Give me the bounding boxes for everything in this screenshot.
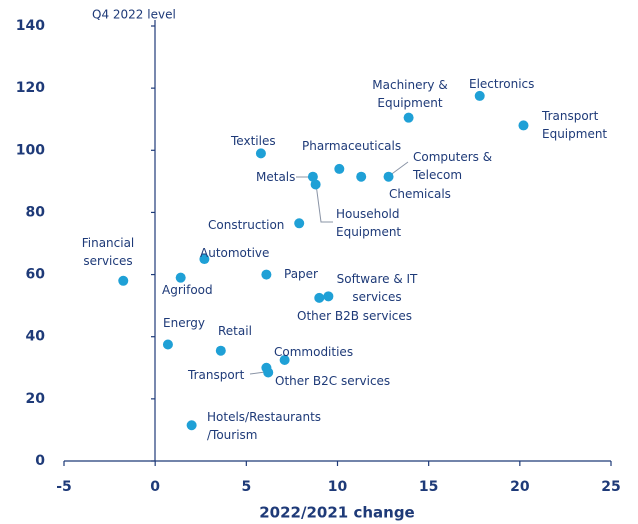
point [199, 254, 210, 265]
point-label: Energy [163, 316, 205, 330]
point-label: Automotive [200, 246, 269, 260]
point-label: Machinery & Equipment [372, 78, 447, 110]
point [356, 171, 367, 182]
label-line: services [83, 254, 132, 268]
point-label: Paper [284, 267, 318, 281]
point [403, 112, 414, 123]
y-tick-label: 20 [26, 391, 46, 407]
y-tick-label: 60 [26, 267, 46, 283]
point-label: Agrifood [162, 283, 213, 297]
point [518, 120, 529, 131]
label-line: Commodities [274, 345, 353, 359]
point-label: Software & IT services [337, 272, 418, 304]
y-tick-label: 140 [16, 18, 45, 34]
point [175, 272, 186, 283]
label-line: Hotels/Restaurants [207, 410, 321, 424]
label-line: Equipment [336, 225, 401, 239]
point-label: Computers & Telecom [412, 150, 492, 182]
point [279, 355, 290, 366]
point-label: Transport [187, 368, 245, 382]
x-tick-label: 25 [601, 479, 620, 495]
label-line: Agrifood [162, 283, 213, 297]
point-label: Financial services [82, 236, 135, 268]
label-line: Other B2B services [297, 309, 412, 323]
y-tick-label: 100 [16, 142, 45, 158]
point-label: Commodities [274, 345, 353, 359]
label-line: Automotive [200, 246, 269, 260]
point [118, 275, 129, 286]
point-label: Other B2B services [297, 309, 412, 323]
point-label: Metals [256, 170, 295, 184]
label-line: Electronics [469, 77, 534, 91]
label-line: Software & IT [337, 272, 418, 286]
point [334, 163, 345, 174]
label-line: Telecom [412, 168, 462, 182]
point-label: Household Equipment [336, 207, 401, 239]
point [186, 420, 197, 431]
leader-line [315, 183, 333, 223]
leader-line [249, 371, 266, 375]
point-label: Retail [218, 324, 252, 338]
point-label: Pharmaceuticals [302, 139, 401, 153]
point [215, 345, 226, 356]
label-line: /Tourism [207, 428, 258, 442]
point [307, 171, 318, 182]
label-line: Computers & [413, 150, 492, 164]
label-line: Pharmaceuticals [302, 139, 401, 153]
x-tick-label: 5 [241, 479, 251, 495]
point [255, 148, 266, 159]
point-label: Transport Equipment [541, 109, 607, 141]
y-tick-label: 80 [26, 204, 46, 220]
label-line: Construction [208, 218, 284, 232]
point-label: Other B2C services [275, 374, 390, 388]
x-axis-label: 2022/2021 change [259, 504, 414, 522]
point [310, 179, 321, 190]
y-tick-label: 40 [26, 329, 46, 345]
label-line: Equipment [542, 127, 607, 141]
label-line: services [352, 290, 401, 304]
point [261, 269, 272, 280]
label-line: Financial [82, 236, 135, 250]
point-label: Hotels/Restaurants/Tourism [207, 410, 321, 442]
label-line: Household [336, 207, 400, 221]
label-line: Machinery & [372, 78, 447, 92]
label-line: Chemicals [389, 187, 451, 201]
y-axis-label: Q4 2022 level [92, 8, 176, 22]
label-line: Textiles [230, 134, 276, 148]
label-line: Metals [256, 170, 295, 184]
point [162, 339, 173, 350]
y-tick-label: 120 [16, 80, 45, 96]
label-line: Paper [284, 267, 318, 281]
point [383, 171, 394, 182]
label-line: Transport [187, 368, 245, 382]
label-line: Transport [541, 109, 599, 123]
x-tick-label: 0 [150, 479, 160, 495]
point [294, 218, 305, 229]
label-line: Equipment [377, 96, 442, 110]
point [263, 367, 274, 378]
point-label: Electronics [469, 77, 534, 91]
label-line: Retail [218, 324, 252, 338]
point-label: Chemicals [389, 187, 451, 201]
point-label: Construction [208, 218, 284, 232]
label-line: Other B2C services [275, 374, 390, 388]
x-tick-label: 15 [419, 479, 438, 495]
x-tick-label: 20 [510, 479, 530, 495]
point-label: Textiles [230, 134, 276, 148]
point [474, 90, 485, 101]
label-line: Energy [163, 316, 205, 330]
point [323, 291, 334, 302]
x-tick-label: 10 [328, 479, 348, 495]
y-tick-label: 0 [35, 453, 45, 469]
point [314, 292, 325, 303]
x-tick-label: -5 [56, 479, 72, 495]
